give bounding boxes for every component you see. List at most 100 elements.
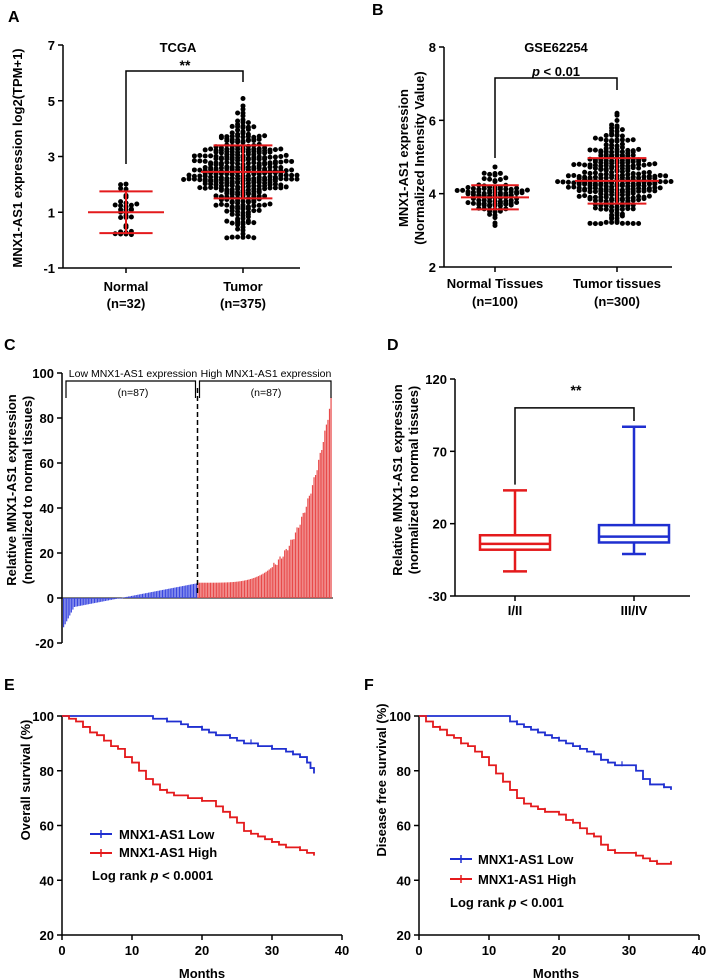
data-point-A-1-48 [267,201,273,207]
data-point-A-0-18 [128,206,134,212]
data-point-A-1-148 [197,177,203,183]
bar-high-28 [240,581,242,598]
bar-low-36 [118,598,120,599]
bar-low-60 [155,591,157,598]
data-point-A-1-352 [235,131,241,137]
bar-high-2 [200,582,202,598]
data-point-B-1-269 [603,146,609,152]
data-point-B-1-102 [652,185,658,191]
bar-low-22 [97,598,99,603]
data-point-A-1-283 [283,152,289,158]
y-tick-label-d-0: -30 [428,589,447,604]
data-point-B-1-257 [609,149,615,155]
data-point-A-1-306 [267,147,273,153]
data-point-A-1-31 [251,208,257,214]
x-axis-label-f: Months [533,966,579,980]
data-point-B-1-69 [603,192,609,198]
y-axis-label-c-line1: Relative MNX1-AS1 expression [4,394,19,586]
data-point-B-1-299 [614,110,620,116]
y-tick-label-A-1: 1 [48,205,55,220]
data-point-A-1-221 [208,165,214,171]
data-point-B-0-89 [492,178,498,184]
bar-high-40 [259,575,261,598]
data-point-A-1-360 [245,124,251,130]
y-tick-label-B-2: 6 [429,113,436,128]
data-point-A-0-29 [118,185,124,191]
data-point-A-1-363 [240,123,246,129]
data-point-B-1-296 [609,122,615,128]
data-point-A-1-350 [262,133,268,139]
bar-low-30 [109,598,111,601]
data-point-B-1-141 [668,178,674,184]
panel-d: D Relative MNX1-AS1 expression (normaliz… [387,337,690,618]
bar-low-47 [135,595,137,598]
bar-high-74 [311,485,314,598]
bar-low-79 [185,585,187,598]
data-point-B-1-215 [587,162,593,168]
data-point-B-1-168 [641,174,647,180]
bar-high-3 [202,582,204,598]
data-point-B-1-165 [592,174,598,180]
y-tick-label-F-2: 60 [397,819,411,834]
data-point-B-1-130 [587,180,593,186]
data-point-B-1-103 [571,184,577,190]
bar-high-46 [268,569,270,598]
bar-low-44 [131,595,133,598]
data-point-B-1-183 [630,170,636,176]
x-tick-label-E-3: 30 [265,943,279,958]
x-tick-label-E-4: 40 [335,943,349,958]
bar-low-17 [89,598,91,604]
data-point-A-1-102 [197,185,203,191]
data-point-B-1-105 [565,184,571,190]
y-tick-label-F-3: 80 [397,764,411,779]
y-tick-label-d-1: 20 [433,517,447,532]
data-point-B-1-5 [598,221,604,227]
x-tick-label-E-1: 10 [125,943,139,958]
data-point-A-1-277 [267,154,273,160]
log-rank-f-suffix: < 0.001 [516,895,563,910]
bar-low-37 [120,598,122,599]
data-point-A-1-282 [197,152,203,158]
data-point-A-1-149 [283,176,289,182]
data-point-B-1-62 [641,194,647,200]
data-point-A-1-161 [256,174,262,180]
data-point-B-1-2 [619,220,625,226]
data-point-B-1-142 [555,179,561,185]
data-point-A-1-6 [240,231,246,237]
x-tick-label-F-0: 0 [415,943,422,958]
data-point-A-1-71 [213,193,219,199]
bar-high-73 [310,493,312,598]
data-point-A-1-154 [181,176,187,182]
bar-high-82 [324,430,326,598]
bar-high-47 [270,568,272,598]
significance-a: ** [180,57,191,73]
data-point-B-1-93 [598,186,604,192]
data-point-A-1-223 [202,164,208,170]
data-point-A-1-251 [202,158,208,164]
data-point-B-1-174 [657,172,663,178]
data-point-A-1-26 [229,211,235,217]
bar-low-13 [83,598,85,606]
y-tick-label-E-3: 80 [40,764,54,779]
data-point-B-1-25 [598,206,604,212]
data-point-B-1-139 [663,179,669,185]
data-point-A-1-218 [262,166,268,172]
bar-low-39 [123,597,125,599]
data-point-A-1-41 [229,204,235,210]
bar-low-14 [84,598,86,605]
data-point-A-0-25 [118,199,124,205]
bar-high-25 [236,581,238,598]
data-point-A-1-315 [251,146,257,152]
data-point-A-1-103 [283,184,289,190]
data-point-A-1-347 [224,134,230,140]
data-point-A-1-348 [256,133,262,139]
y-axis-label-c-line2: (normalized to normal tissues) [20,396,35,585]
bar-high-5 [205,582,207,598]
data-point-B-1-280 [625,137,631,143]
data-point-B-0-97 [497,170,503,176]
data-point-A-1-163 [262,175,268,181]
y-tick-label-F-4: 100 [389,709,411,724]
data-point-B-1-59 [592,194,598,200]
data-point-A-1-158 [229,175,235,181]
data-point-A-1-353 [245,131,251,137]
